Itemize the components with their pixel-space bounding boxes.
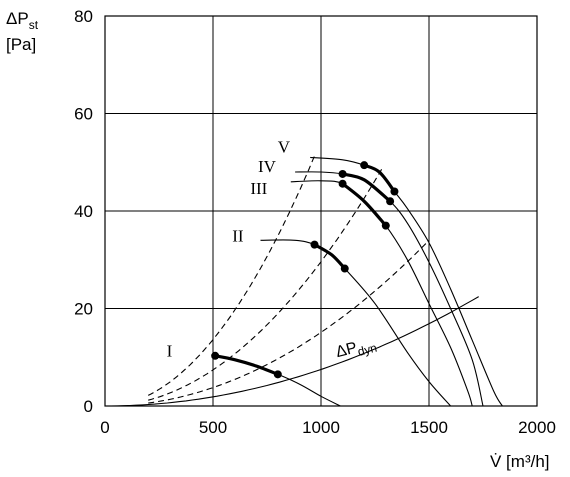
fan-curve-label: I [167, 341, 173, 360]
tick-labels: 0 500 1000 1500 2000 0 20 40 60 80 [74, 7, 556, 437]
grid [104, 15, 538, 407]
y-tick-label: 60 [74, 105, 93, 124]
dynamic-pressure-curve: ΔPdyn [105, 296, 479, 407]
x-axis-label: V̇ [m³/h] [490, 452, 550, 471]
y-tick-label: 40 [74, 202, 93, 221]
fan-curve-line [290, 180, 473, 407]
fan-curve-line [260, 239, 452, 407]
system-curves [147, 155, 430, 404]
x-tick-label: 1500 [410, 418, 448, 437]
system-curve [148, 165, 385, 401]
operating-range [342, 172, 392, 203]
y-tick-label: 20 [74, 300, 93, 319]
operating-range [214, 354, 279, 376]
fan-curve-label: IV [258, 157, 277, 176]
fan-curve-label: III [250, 179, 267, 198]
operating-range [341, 182, 387, 227]
dynamic-pressure-line [105, 296, 479, 407]
fan-curve-line [215, 355, 341, 407]
operating-point [310, 240, 319, 249]
plot-frame [104, 15, 538, 407]
fan-curve-IV: IV [258, 157, 484, 407]
operating-point [338, 179, 347, 188]
fan-curve-V: V [278, 138, 503, 407]
operating-point [338, 169, 347, 178]
system-curve [147, 155, 316, 396]
x-tick-label: 2000 [518, 418, 556, 437]
operating-point [381, 221, 390, 230]
system-curve [148, 240, 430, 404]
operating-point [390, 187, 399, 196]
axis-labels: ΔPst [Pa] V̇ [m³/h] [6, 9, 550, 471]
fan-curve-line [310, 156, 503, 407]
fan-curve-label: II [232, 226, 244, 245]
operating-point [211, 351, 220, 360]
y-axis-unit: [Pa] [6, 35, 36, 54]
x-tick-label: 1000 [302, 418, 340, 437]
operating-point [340, 264, 349, 273]
operating-point [273, 370, 282, 379]
fan-curve-label: V [278, 138, 291, 157]
operating-point [360, 161, 369, 170]
fan-curve-II: II [232, 226, 452, 407]
y-tick-label: 80 [74, 7, 93, 26]
x-tick-label: 500 [199, 418, 227, 437]
fan-curve-III: III [250, 179, 473, 407]
dynamic-pressure-label: ΔPdyn [334, 335, 378, 364]
fan-curve-line [295, 171, 484, 407]
y-axis-label: ΔPst [6, 9, 39, 32]
x-tick-label: 0 [100, 418, 109, 437]
operating-range [363, 163, 396, 193]
fan-curve-I: I [167, 341, 341, 407]
operating-range [313, 243, 346, 270]
operating-point [386, 197, 395, 206]
y-tick-label: 0 [84, 397, 93, 416]
